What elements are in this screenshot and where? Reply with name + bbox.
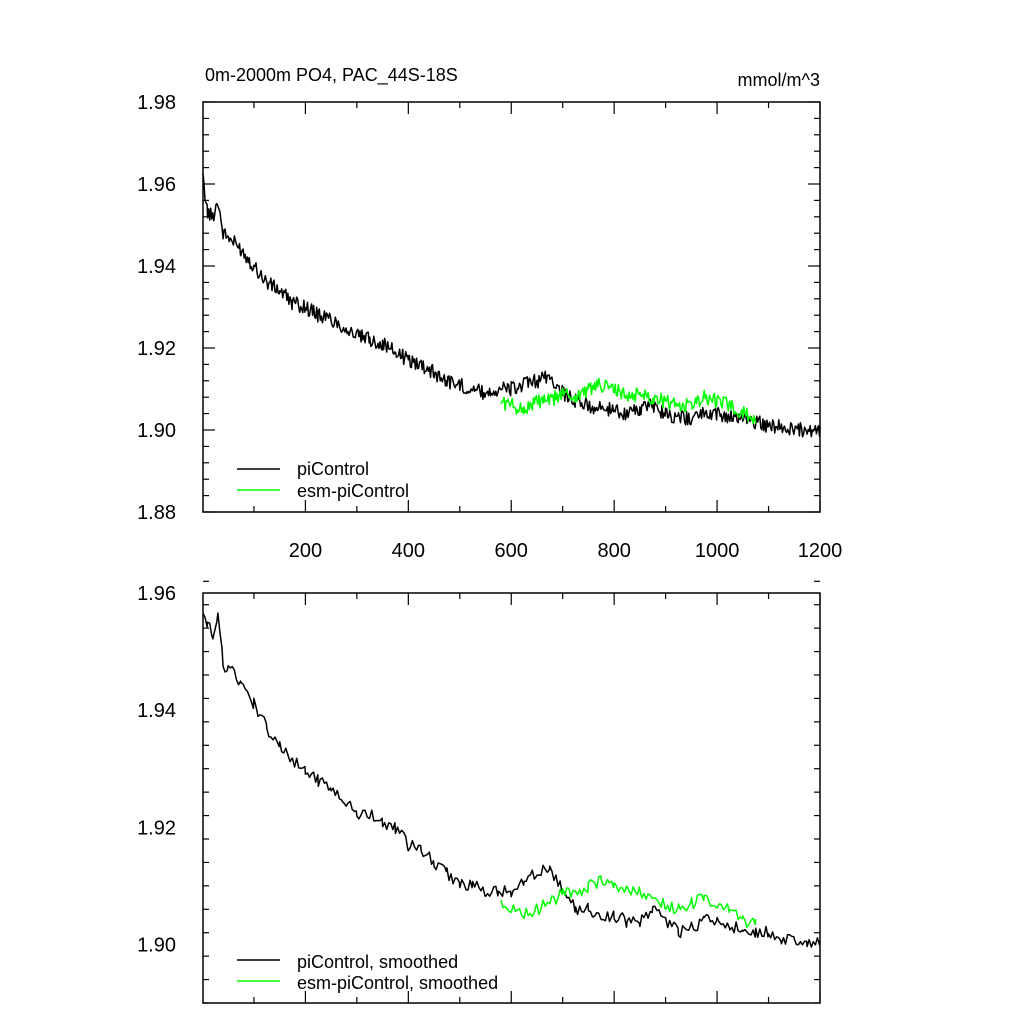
x-tick-label: 800 bbox=[597, 540, 630, 562]
x-tick-label: 400 bbox=[392, 540, 425, 562]
series-line-esm-picontrol bbox=[500, 377, 757, 425]
bottom-legend: piControl, smoothed esm-piControl, smoot… bbox=[237, 952, 498, 993]
legend-label-picontrol: piControl bbox=[297, 459, 369, 479]
y-tick-label: 1.96 bbox=[137, 583, 176, 605]
series-line-esm-picontrol-smoothed bbox=[500, 875, 757, 929]
bottom-series-group bbox=[202, 612, 821, 948]
x-tick-label: 1200 bbox=[798, 540, 843, 562]
series-line-picontrol-smoothed bbox=[202, 612, 821, 948]
y-tick-label: 1.92 bbox=[137, 817, 176, 839]
plot-frame bbox=[202, 101, 821, 513]
plot-frame bbox=[202, 592, 821, 1004]
x-tick-label: 1000 bbox=[695, 540, 740, 562]
x-tick-label: 600 bbox=[495, 540, 528, 562]
y-tick-label: 1.96 bbox=[137, 174, 176, 196]
legend-label-picontrol-smoothed: piControl, smoothed bbox=[297, 952, 458, 972]
y-tick-label: 1.94 bbox=[137, 700, 176, 722]
bottom-panel: 1.90 1.92 1.94 1.96 piControl, smoothed esm… bbox=[137, 580, 821, 1004]
y-tick-label: 1.90 bbox=[137, 420, 176, 442]
top-panel: 0m-2000m PO4, PAC_44S-18S mmol/m^3 200 40… bbox=[137, 65, 842, 562]
y-tick-label: 1.98 bbox=[137, 92, 176, 114]
series-line-picontrol bbox=[202, 173, 821, 438]
top-series-group bbox=[202, 173, 821, 438]
x-tick-label: 200 bbox=[289, 540, 322, 562]
top-panel-title: 0m-2000m PO4, PAC_44S-18S bbox=[205, 65, 458, 86]
top-legend: piControl esm-piControl bbox=[237, 459, 409, 501]
legend-label-esm-picontrol: esm-piControl bbox=[297, 481, 409, 501]
legend-label-esm-picontrol-smoothed: esm-piControl, smoothed bbox=[297, 973, 498, 993]
y-tick-label: 1.90 bbox=[137, 934, 176, 956]
top-axes: 200 400 600 800 1000 1200 1.88 1.90 1.92 1.94 1.96… bbox=[137, 92, 842, 562]
bottom-axes: 1.90 1.92 1.94 1.96 bbox=[137, 580, 821, 1004]
top-panel-units: mmol/m^3 bbox=[738, 70, 820, 90]
y-tick-label: 1.92 bbox=[137, 338, 176, 360]
y-tick-label: 1.94 bbox=[137, 256, 176, 278]
y-tick-label: 1.88 bbox=[137, 502, 176, 524]
